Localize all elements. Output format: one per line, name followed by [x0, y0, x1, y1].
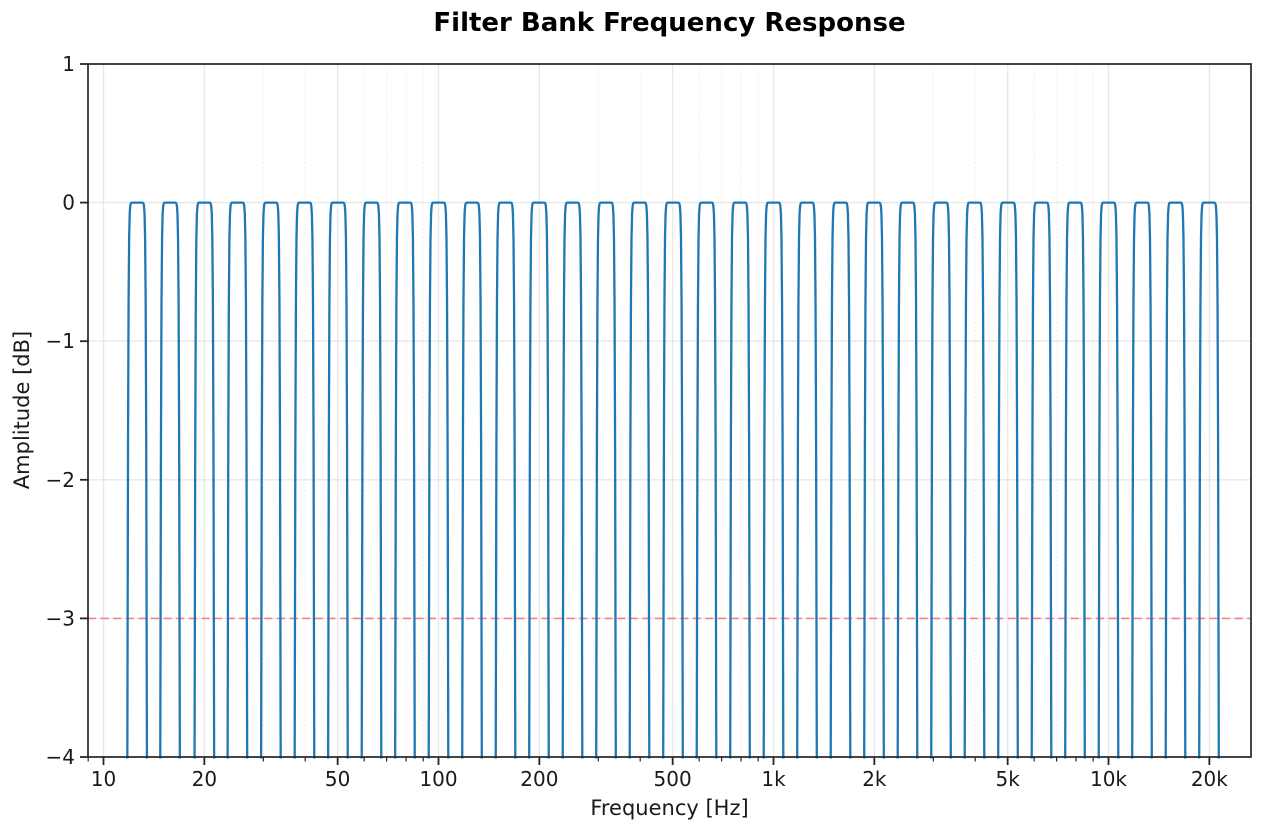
filter-curve: [863, 201, 885, 759]
filter-curve: [126, 201, 149, 759]
filter-curve: [293, 201, 316, 759]
filter-curve: [461, 201, 483, 759]
filter-curve: [427, 201, 450, 759]
y-tick-label: −2: [46, 468, 75, 492]
filter-curve: [796, 201, 818, 759]
y-axis-label: Amplitude [dB]: [10, 330, 34, 490]
x-axis-label: Frequency [Hz]: [590, 796, 749, 820]
y-tick-label: −4: [46, 745, 75, 769]
filter-curve: [1164, 201, 1187, 759]
y-tick-label: 1: [62, 52, 75, 76]
filter-curve: [327, 201, 349, 759]
x-tick-label: 5k: [995, 767, 1020, 791]
filter-curve: [930, 201, 952, 759]
filter-curve: [729, 201, 751, 759]
filter-curve: [494, 201, 517, 759]
filter-curve: [695, 201, 718, 759]
filter-curve: [394, 201, 416, 759]
x-tick-label: 1k: [761, 767, 786, 791]
x-tick-label: 2k: [862, 767, 887, 791]
filter-curve: [561, 201, 584, 759]
filter-curves: [126, 201, 1220, 759]
x-tick-label: 50: [325, 767, 350, 791]
axes-box: [87, 63, 1252, 758]
filter-curve: [259, 201, 282, 759]
filter-curve: [159, 201, 181, 759]
filter-curve: [1030, 201, 1053, 759]
filter-curve: [662, 201, 684, 759]
filter-curve: [1131, 201, 1153, 759]
filter-curve: [1097, 201, 1120, 759]
filter-curve: [628, 201, 651, 759]
filter-curve: [360, 201, 383, 759]
x-tick-label: 20: [192, 767, 217, 791]
y-tick-label: 0: [62, 191, 75, 215]
filter-curve: [896, 201, 919, 759]
filter-curve: [963, 201, 986, 759]
y-tick-label: −1: [46, 329, 75, 353]
x-tick-label: 100: [419, 767, 457, 791]
filter-curve: [528, 201, 550, 759]
filter-curve: [762, 201, 785, 759]
filter-curve: [1198, 201, 1220, 759]
filter-curve: [595, 201, 617, 759]
y-tick-label: −3: [46, 606, 75, 630]
x-tick-label: 500: [654, 767, 692, 791]
x-tick-label: 10k: [1090, 767, 1127, 791]
filter-curve: [193, 201, 216, 759]
x-tick-label: 20k: [1191, 767, 1228, 791]
x-tick-label: 10: [91, 767, 116, 791]
filter-curve: [226, 201, 249, 759]
filter-curve: [997, 201, 1019, 759]
chart-title: Filter Bank Frequency Response: [433, 8, 906, 38]
filter-curve: [1064, 201, 1086, 759]
x-tick-label: 200: [520, 767, 558, 791]
filter-curve: [829, 201, 852, 759]
